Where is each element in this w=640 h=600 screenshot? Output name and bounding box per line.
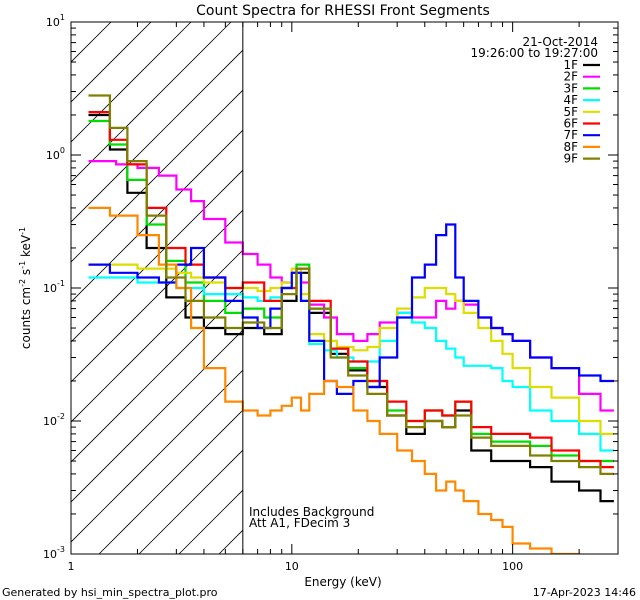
legend-label-3F: 3F [563, 81, 578, 95]
x-tick-label: 10 [285, 560, 299, 573]
plot-frame [70, 21, 619, 555]
timestamp-label: 17-Apr-2023 14:46 [533, 586, 636, 599]
hatch-line [71, 22, 232, 183]
legend-label-2F: 2F [563, 70, 578, 84]
x-tick-label: 1 [68, 560, 75, 573]
hatch-line [259, 22, 640, 554]
y-tick-label: 10-3 [43, 545, 65, 561]
axis-ticks: 1 10 100 10-3 10-2 10-1 100 101 [43, 13, 619, 573]
hatch-line [71, 169, 243, 343]
legend-label-4F: 4F [563, 93, 578, 107]
time-range-label: 19:26:00 to 19:27:00 [471, 46, 598, 60]
hatch-line [619, 22, 640, 554]
series-line-8F [88, 206, 581, 554]
hatch-line [71, 49, 243, 223]
hatch-line [339, 22, 640, 554]
hatch-line [71, 209, 243, 383]
legend-label-8F: 8F [563, 140, 578, 154]
hatch-line [71, 369, 243, 543]
x-axis-label: Energy (keV) [304, 575, 381, 589]
legend-label-1F: 1F [563, 58, 578, 72]
legend-label-7F: 7F [563, 128, 578, 142]
generated-by-label: Generated by hsi_min_spectra_plot.pro [2, 586, 218, 599]
series-line-5F [88, 263, 614, 435]
series-line-9F [88, 94, 614, 475]
y-tick-label: 10-1 [43, 279, 65, 295]
hatch-line [539, 22, 640, 554]
hatched-region [71, 22, 640, 554]
hatch-line [71, 89, 243, 263]
chart-title: Count Spectra for RHESSI Front Segments [196, 3, 490, 19]
legend-label-6F: 6F [563, 117, 578, 131]
annotation-attenuator: Att A1, FDecim 3 [249, 516, 350, 530]
hatch-line [71, 329, 243, 503]
hatch-line [71, 22, 72, 23]
y-tick-label: 101 [46, 13, 65, 29]
hatch-line [98, 409, 243, 554]
date-label: 21-Oct-2014 [522, 35, 598, 49]
x-tick-label: 100 [502, 560, 523, 573]
series-line-1F [88, 113, 614, 503]
series-layer [88, 94, 614, 554]
series-line-4F [88, 271, 614, 452]
y-tick-label: 10-2 [43, 412, 65, 428]
hatch-line [138, 449, 243, 554]
hatch-line [71, 22, 192, 143]
series-line-7F [88, 223, 614, 395]
y-axis-label: counts cm-2 s-1 keV-1 [18, 227, 33, 349]
legend-label-9F: 9F [563, 152, 578, 166]
annotation-background: Includes Background [249, 505, 374, 519]
series-line-6F [88, 111, 614, 469]
legend-label-5F: 5F [563, 105, 578, 119]
hatch-line [299, 22, 640, 554]
y-tick-label: 100 [46, 146, 65, 162]
hatch-line [71, 129, 243, 303]
